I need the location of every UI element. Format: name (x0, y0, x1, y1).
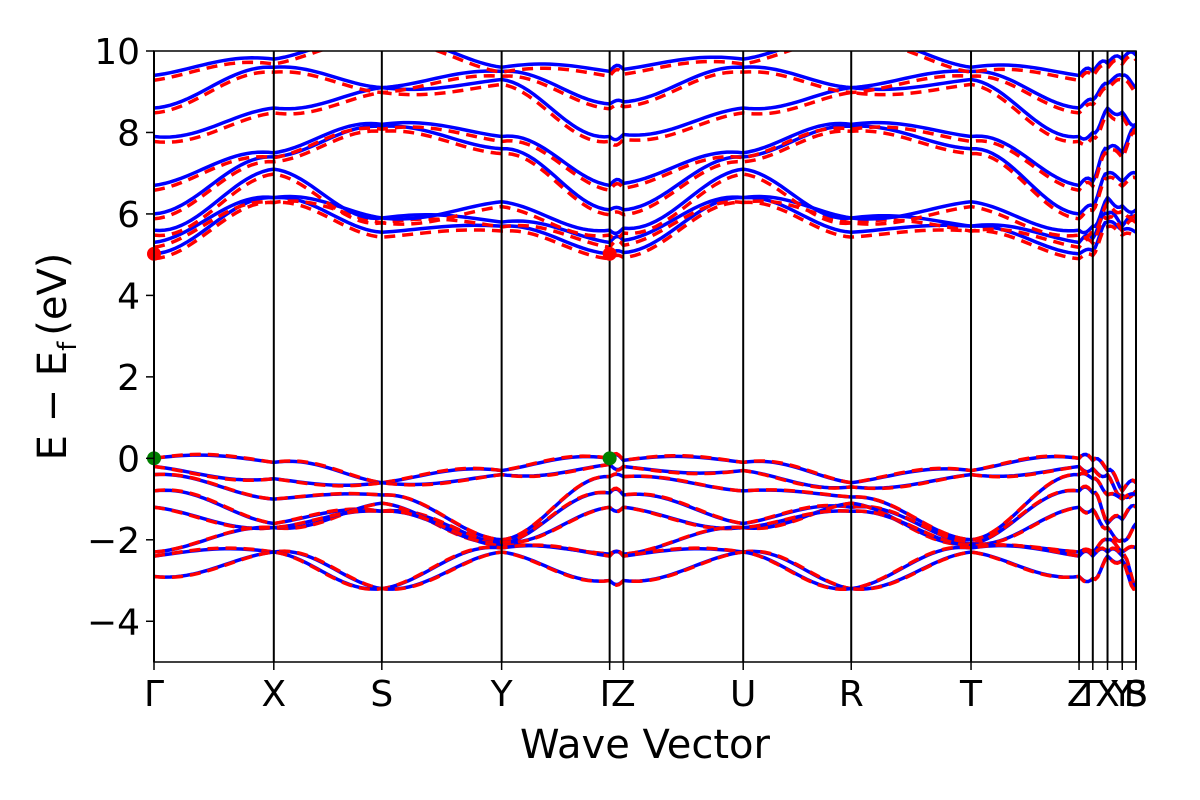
band-line-blue (154, 167, 1136, 236)
x-axis-title: Wave Vector (520, 722, 771, 768)
x-tick-label: Γ (144, 674, 164, 715)
y-tick-label: 4 (117, 276, 140, 317)
band-line-red-dashed (154, 451, 1136, 495)
y-tick-label: 6 (117, 195, 140, 236)
x-tick-label: X (1095, 674, 1120, 715)
y-tick-label: −2 (87, 521, 140, 562)
x-tick-label: Y (1110, 674, 1134, 715)
band-line-red-dashed (154, 543, 1136, 591)
y-tick-label: −4 (87, 602, 140, 643)
band-line-red-dashed (154, 172, 1136, 241)
y-tick-label: 10 (94, 32, 140, 73)
x-tick-label: Γ (1083, 674, 1103, 715)
x-tick-label: Z (1067, 674, 1092, 715)
extremum-marker (602, 246, 617, 261)
band-line-red-dashed (154, 462, 1136, 500)
x-tick-label: S (370, 674, 393, 715)
band-line-blue (154, 194, 1136, 245)
y-tick-label: 2 (117, 358, 140, 399)
y-axis-title: E − Ef (eV) (30, 253, 83, 461)
extremum-marker (602, 451, 617, 466)
y-axis-title-main: E − E (30, 351, 76, 461)
band-line-blue (154, 51, 1136, 78)
x-tick-label: B (1124, 674, 1149, 715)
band-line-red-dashed (154, 484, 1136, 546)
x-tick-label: S (1125, 674, 1148, 715)
symmetry-lines (153, 51, 1137, 662)
x-tick-label: Z (611, 674, 636, 715)
band-line-blue (154, 550, 1136, 591)
band-line-red-dashed (154, 125, 1136, 193)
band-line-red-dashed (154, 82, 1136, 147)
band-line-red-dashed (154, 129, 1136, 221)
band-line-blue (154, 120, 1136, 188)
x-tick-label: X (261, 674, 286, 715)
band-line-red-dashed (154, 501, 1136, 547)
x-tick-label: Γ (600, 674, 620, 715)
y-axis-ticks: −4 −2 0 2 4 6 8 10 (87, 32, 154, 643)
x-tick-label: U (730, 674, 756, 715)
y-axis-title-unit: (eV) (30, 253, 76, 336)
band-line-red-dashed (154, 70, 1136, 115)
plot-frame (153, 50, 1137, 663)
band-line-blue (154, 65, 1136, 110)
band-line-red-dashed (154, 550, 1136, 592)
band-line-red-dashed (154, 471, 1136, 542)
y-tick-label: 8 (117, 113, 140, 154)
band-line-blue (154, 77, 1136, 142)
y-axis-title-sub: f (53, 341, 83, 351)
band-line-blue (154, 195, 1136, 256)
band-line-red-dashed (154, 200, 1136, 261)
band-line-red-dashed (154, 51, 1136, 83)
x-tick-label: T (959, 674, 983, 715)
y-tick-label: 0 (117, 439, 140, 480)
x-tick-label: R (839, 674, 864, 715)
bands-layer (154, 51, 1136, 592)
x-tick-label: Y (490, 674, 514, 715)
